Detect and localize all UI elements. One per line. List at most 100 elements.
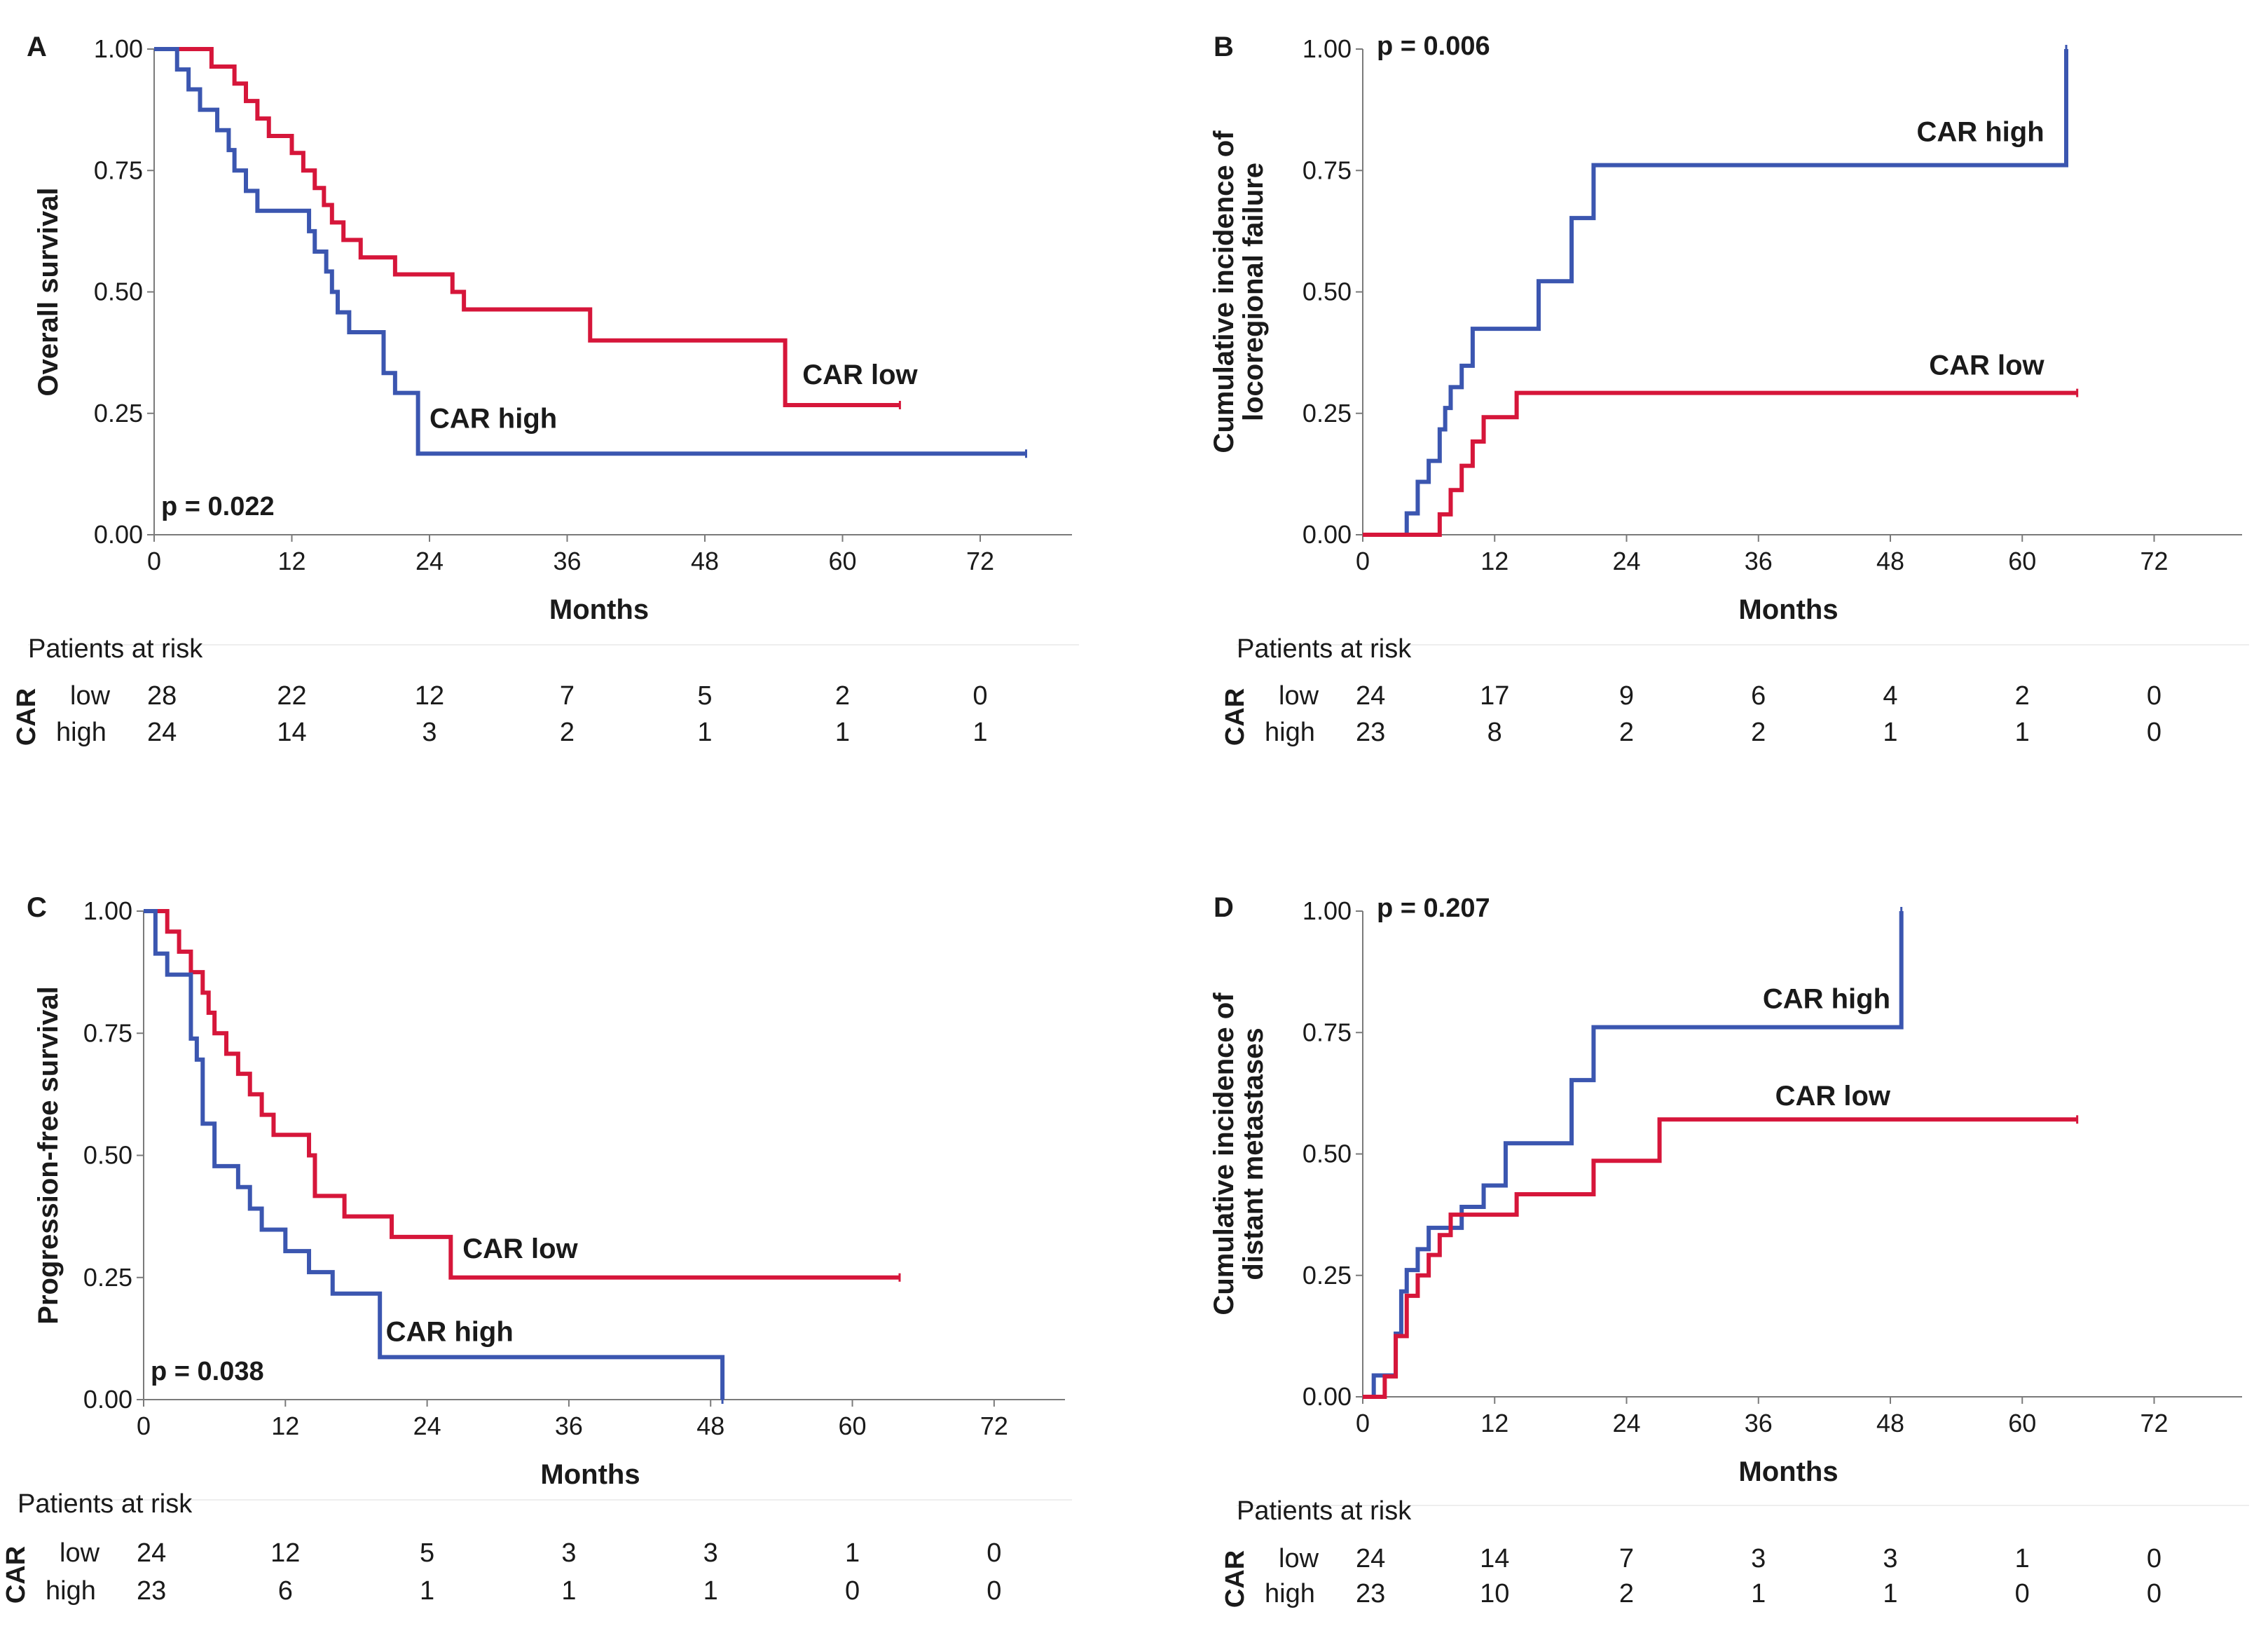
risk-count-low: 2 bbox=[2015, 681, 2030, 711]
risk-count-low: 24 bbox=[1356, 681, 1385, 711]
x-tick-label: 12 bbox=[271, 1412, 299, 1440]
risk-count-low: 14 bbox=[1480, 1544, 1509, 1573]
curve-label: CAR high bbox=[386, 1316, 514, 1347]
y-tick-label: 0.75 bbox=[94, 156, 143, 184]
y-tick-label: 0.00 bbox=[1303, 520, 1352, 549]
y-axis-title: distant metastases bbox=[1238, 1027, 1269, 1280]
risk-table-title: Patients at risk bbox=[1237, 634, 1412, 664]
series-car-low-line bbox=[1363, 1117, 2077, 1399]
x-tick-label: 24 bbox=[1612, 547, 1640, 575]
y-axis-title: locoregional failure bbox=[1238, 163, 1269, 421]
y-tick-label: 0.25 bbox=[1303, 399, 1352, 428]
y-tick-label: 0.25 bbox=[94, 399, 143, 428]
risk-count-low: 4 bbox=[1883, 681, 1897, 711]
x-axis-title: Months bbox=[549, 594, 649, 625]
x-tick-label: 48 bbox=[1876, 547, 1904, 575]
x-tick-label: 0 bbox=[1356, 547, 1370, 575]
risk-table-title: Patients at risk bbox=[1237, 1496, 1412, 1526]
risk-table-title: Patients at risk bbox=[28, 634, 203, 664]
y-tick-label: 1.00 bbox=[1303, 34, 1352, 63]
y-tick-label: 1.00 bbox=[83, 896, 132, 925]
panel-letter: B bbox=[1214, 32, 1234, 62]
risk-count-low: 3 bbox=[703, 1538, 718, 1568]
risk-count-low: 17 bbox=[1480, 681, 1509, 711]
x-axis-title: Months bbox=[540, 1459, 640, 1490]
risk-count-high: 1 bbox=[697, 718, 712, 747]
risk-group-high-label: high bbox=[1265, 1579, 1315, 1608]
panel-letter: D bbox=[1214, 892, 1234, 923]
p-value: p = 0.006 bbox=[1377, 32, 1490, 61]
risk-count-high: 8 bbox=[1487, 718, 1502, 747]
risk-count-high: 3 bbox=[422, 718, 437, 747]
x-tick-label: 60 bbox=[839, 1412, 867, 1440]
risk-count-high: 6 bbox=[278, 1576, 293, 1606]
risk-count-high: 23 bbox=[1356, 718, 1385, 747]
risk-count-high: 1 bbox=[2015, 718, 2030, 747]
y-tick-label: 0.25 bbox=[83, 1263, 132, 1292]
curve-label: CAR low bbox=[1929, 350, 2044, 381]
x-tick-label: 72 bbox=[966, 547, 994, 575]
risk-count-high: 2 bbox=[560, 718, 575, 747]
x-tick-label: 0 bbox=[1356, 1409, 1370, 1437]
risk-count-low: 1 bbox=[2015, 1544, 2030, 1573]
risk-group-high-label: high bbox=[1265, 718, 1315, 747]
y-tick-label: 0.00 bbox=[94, 520, 143, 549]
risk-count-high: 2 bbox=[1619, 718, 1634, 747]
risk-count-low: 24 bbox=[137, 1538, 166, 1568]
risk-count-low: 6 bbox=[1751, 681, 1766, 711]
risk-count-low: 0 bbox=[973, 681, 987, 711]
risk-count-low: 5 bbox=[420, 1538, 434, 1568]
y-axis-title: Cumulative incidence of bbox=[1209, 130, 1239, 453]
curve-label: CAR high bbox=[1916, 117, 2044, 148]
risk-group-variable: CAR bbox=[1221, 688, 1250, 746]
risk-count-high: 14 bbox=[277, 718, 306, 747]
risk-count-low: 5 bbox=[697, 681, 712, 711]
x-tick-label: 72 bbox=[2140, 547, 2168, 575]
y-tick-label: 0.75 bbox=[1303, 156, 1352, 184]
panel-letter: A bbox=[27, 32, 47, 62]
risk-count-high: 23 bbox=[1356, 1579, 1385, 1608]
risk-group-variable: CAR bbox=[12, 688, 41, 746]
panel-a: A0.000.250.500.751.000 12 24 36 48 60 72Months… bbox=[12, 32, 1079, 747]
risk-count-low: 1 bbox=[845, 1538, 860, 1568]
risk-count-high: 0 bbox=[2015, 1579, 2030, 1608]
risk-count-low: 28 bbox=[147, 681, 177, 711]
risk-table-title: Patients at risk bbox=[18, 1489, 193, 1519]
risk-count-high: 0 bbox=[2147, 1579, 2162, 1608]
risk-count-high: 0 bbox=[2147, 718, 2162, 747]
risk-count-low: 3 bbox=[1751, 1544, 1766, 1573]
y-tick-label: 0.75 bbox=[1303, 1018, 1352, 1046]
risk-group-low-label: low bbox=[1279, 681, 1319, 711]
curve-label: CAR high bbox=[1763, 984, 1890, 1015]
x-tick-label: 60 bbox=[828, 547, 856, 575]
risk-count-low: 7 bbox=[1619, 1544, 1634, 1573]
x-tick-label: 48 bbox=[1876, 1409, 1904, 1437]
risk-count-low: 9 bbox=[1619, 681, 1634, 711]
p-value: p = 0.038 bbox=[151, 1357, 264, 1386]
y-tick-label: 0.50 bbox=[1303, 278, 1352, 306]
x-tick-label: 0 bbox=[137, 1412, 151, 1440]
risk-count-high: 1 bbox=[973, 718, 987, 747]
risk-count-low: 2 bbox=[835, 681, 850, 711]
risk-group-high-label: high bbox=[56, 718, 106, 747]
y-tick-label: 0.50 bbox=[1303, 1140, 1352, 1168]
risk-count-low: 0 bbox=[2147, 681, 2162, 711]
risk-group-variable: CAR bbox=[1, 1546, 31, 1604]
risk-count-high: 2 bbox=[1619, 1579, 1634, 1608]
risk-count-high: 2 bbox=[1751, 718, 1766, 747]
x-tick-label: 36 bbox=[1745, 547, 1773, 575]
y-tick-label: 0.00 bbox=[83, 1385, 132, 1414]
x-tick-label: 0 bbox=[147, 547, 161, 575]
risk-count-high: 23 bbox=[137, 1576, 166, 1606]
panel-b: B0.000.250.500.751.000 12 24 36 48 60 72Months… bbox=[1209, 32, 2249, 747]
y-tick-label: 0.50 bbox=[83, 1141, 132, 1170]
risk-count-high: 1 bbox=[561, 1576, 576, 1606]
series-car-low-line bbox=[154, 47, 900, 407]
risk-count-low: 0 bbox=[2147, 1544, 2162, 1573]
p-value: p = 0.022 bbox=[161, 492, 275, 521]
x-tick-label: 48 bbox=[691, 547, 719, 575]
x-tick-label: 12 bbox=[277, 547, 305, 575]
risk-group-high-label: high bbox=[46, 1576, 96, 1606]
panel-letter: C bbox=[27, 892, 47, 923]
risk-group-low-label: low bbox=[60, 1538, 100, 1568]
